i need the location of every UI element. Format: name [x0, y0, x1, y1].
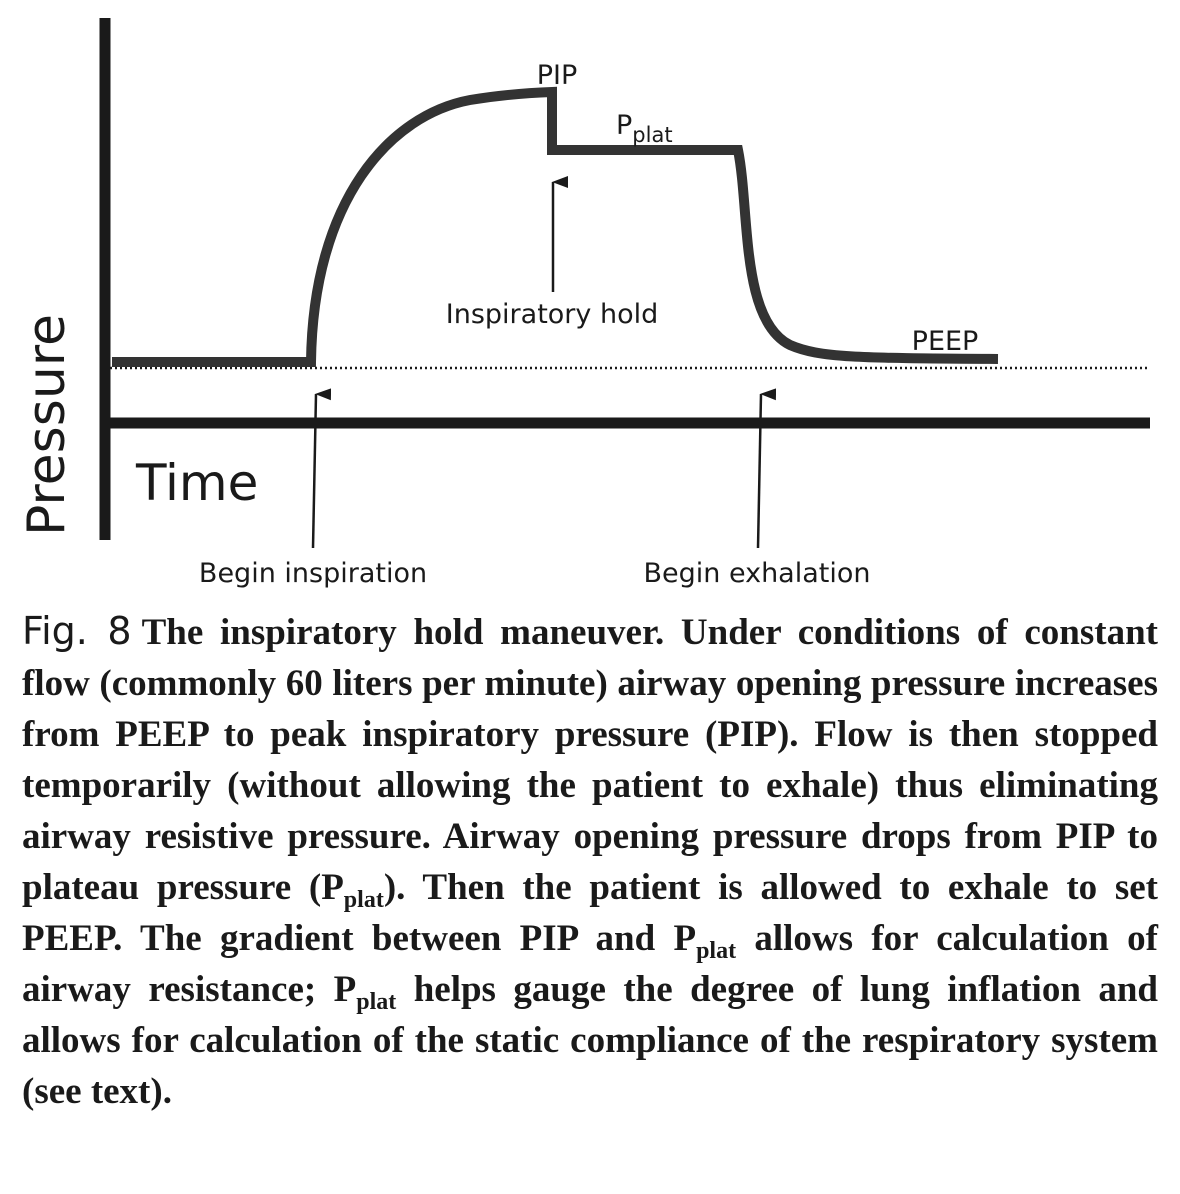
- peep-label: PEEP: [912, 326, 979, 357]
- begin-inspiration-arrow: [311, 388, 332, 549]
- caption-subscript: plat: [343, 887, 384, 913]
- pressure-time-diagram: Pressure Time PIP Pplat Inspiratory hold…: [17, 18, 1150, 589]
- y-axis-label: Pressure: [17, 314, 77, 536]
- begin-exhalation-label: Begin exhalation: [643, 558, 870, 589]
- begin-inspiration-label: Begin inspiration: [199, 558, 427, 589]
- caption-subscript: plat: [696, 938, 737, 964]
- inspiratory-hold-label: Inspiratory hold: [446, 299, 658, 330]
- pplat-label-main: P: [616, 110, 632, 141]
- pplat-label-sub: plat: [632, 123, 672, 147]
- begin-exhalation-arrow: [756, 388, 777, 549]
- pressure-waveform: [112, 86, 999, 367]
- figure-caption: Fig. 8 The inspiratory hold maneuver. Und…: [22, 606, 1158, 1117]
- caption-part: ). Then the patient is allowed to exhale…: [22, 867, 1158, 959]
- caption-part: allows for calculation of airway resista…: [22, 918, 1158, 1010]
- pplat-label: Pplat: [616, 110, 673, 147]
- x-axis-label: Time: [135, 454, 258, 512]
- caption-part: helps gauge the degree of lung inflation…: [22, 969, 1159, 1112]
- pip-label: PIP: [537, 60, 578, 91]
- figure-number: Fig. 8: [22, 609, 132, 653]
- caption-part: The inspiratory hold maneuver. Under con…: [22, 612, 1158, 908]
- caption-subscript: plat: [356, 989, 397, 1015]
